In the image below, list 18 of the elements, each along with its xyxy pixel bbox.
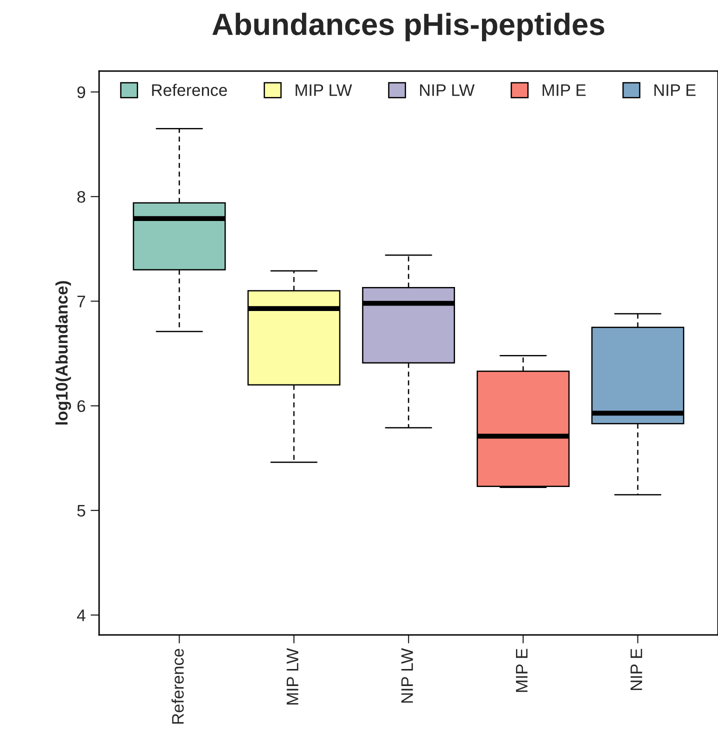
y-tick-label: 7: [77, 296, 86, 308]
y-tick-label: 8: [77, 190, 86, 203]
x-tick-label: Reference: [172, 648, 184, 724]
legend-label: Reference: [152, 84, 227, 96]
y-tick-label: 9: [77, 86, 86, 98]
x-tick-label: NIP LW: [401, 648, 413, 703]
x-tick-label: MIP E: [516, 648, 528, 692]
y-tick-label: 4: [77, 610, 86, 622]
y-tick-label: 5: [77, 505, 86, 517]
legend-label: NIP E: [654, 84, 696, 96]
legend-label: MIP LW: [296, 84, 352, 96]
legend-label: MIP E: [542, 84, 586, 96]
legend-label: NIP LW: [420, 84, 475, 96]
chart-title: Abundances pHis-peptides: [212, 12, 604, 42]
y-tick-label: 6: [77, 400, 86, 412]
y-axis-title: log10(Abundance): [55, 281, 72, 424]
x-tick-label: NIP E: [630, 648, 642, 690]
x-tick-label: MIP LW: [286, 648, 298, 704]
